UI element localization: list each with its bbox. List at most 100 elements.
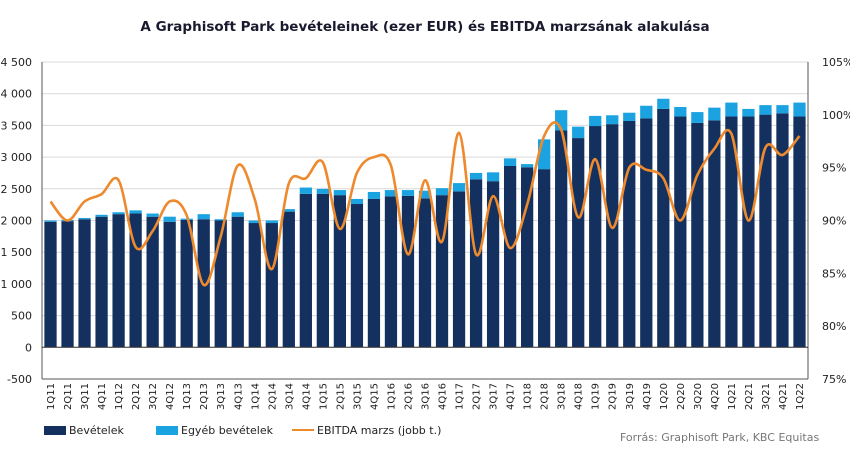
x-tick-label: 4Q14	[301, 383, 312, 410]
x-tick-label: 1Q13	[182, 383, 193, 410]
bar-egyeb-3Q14	[282, 209, 295, 212]
bar-bevetelek-1Q12	[112, 214, 125, 348]
x-tick-label: 1Q11	[46, 383, 57, 410]
y-right-tick-label: 90%	[822, 215, 846, 228]
x-tick-label: 1Q18	[523, 383, 534, 410]
bar-egyeb-4Q13	[231, 212, 244, 217]
x-tick-label: 3Q16	[421, 383, 432, 410]
bar-bevetelek-2Q15	[333, 195, 347, 348]
bar-egyeb-4Q16	[435, 188, 449, 196]
bar-bevetelek-1Q16	[384, 196, 398, 348]
y-left-tick-label: 500	[11, 310, 32, 323]
x-tick-label: 1Q22	[795, 383, 806, 410]
x-tick-label: 1Q17	[455, 383, 466, 410]
x-tick-label: 4Q16	[438, 383, 449, 410]
x-tick-label: 4Q15	[369, 383, 380, 410]
bar-egyeb-2Q20	[674, 107, 687, 117]
bar-bevetelek-1Q17	[452, 191, 466, 348]
legend-swatch-bevetelek	[44, 425, 66, 435]
y-left-tick-label: 2 500	[1, 183, 33, 196]
y-axis-left: -500 0 500 1 000 1 500 2 000 2 500 3 000 3 500 4 …	[1, 56, 33, 386]
bar-bevetelek-3Q20	[691, 122, 704, 348]
bar-egyeb-1Q12	[112, 212, 125, 215]
x-tick-label: 4Q17	[506, 383, 517, 410]
bar-egyeb-1Q22	[793, 102, 806, 117]
bar-egyeb-3Q19	[623, 112, 636, 121]
bar-bevetelek-4Q18	[572, 138, 585, 348]
x-tick-label: 3Q17	[489, 383, 500, 410]
bar-bevetelek-2Q18	[538, 169, 551, 348]
legend-label-bevetelek: Bevételek	[69, 423, 124, 437]
x-tick-label: 3Q19	[625, 383, 636, 410]
x-tick-label: 3Q18	[557, 383, 568, 410]
legend-swatch-ebitda	[292, 429, 314, 431]
x-tick-label: 4Q11	[97, 383, 108, 410]
bar-egyeb-3Q21	[759, 105, 772, 115]
bar-bevetelek-4Q11	[95, 216, 108, 348]
source-note: Forrás: Graphisoft Park, KBC Equitas	[620, 431, 820, 444]
x-tick-label: 2Q13	[199, 383, 210, 410]
bar-bevetelek-1Q19	[589, 126, 602, 348]
x-tick-label: 2Q21	[744, 383, 755, 410]
bar-egyeb-3Q20	[691, 112, 704, 123]
bar-egyeb-4Q11	[95, 214, 108, 217]
x-tick-label: 3Q13	[216, 383, 227, 410]
bar-bevetelek-1Q11	[44, 221, 57, 348]
x-tick-label: 3Q11	[80, 383, 91, 410]
bar-egyeb-4Q12	[163, 216, 176, 222]
bar-egyeb-2Q14	[265, 220, 278, 224]
x-tick-label: 2Q17	[472, 383, 483, 410]
bar-bevetelek-2Q19	[606, 124, 619, 348]
bar-egyeb-1Q17	[452, 183, 466, 192]
y-right-tick-label: 100%	[822, 109, 850, 122]
line-ebitda-marzs	[49, 121, 801, 287]
bar-bevetelek-2Q11	[61, 221, 74, 348]
bar-bevetelek-2Q16	[401, 195, 415, 348]
y-left-tick-label: 2 000	[1, 215, 33, 228]
bar-bevetelek-2Q17	[469, 179, 483, 348]
x-tick-label: 1Q19	[591, 383, 602, 410]
legend-item-ebitda: EBITDA marzs (jobb t.)	[292, 422, 441, 438]
bar-bevetelek-3Q14	[282, 211, 295, 348]
bar-bevetelek-4Q15	[367, 198, 381, 348]
bar-bevetelek-1Q21	[725, 116, 738, 348]
y-left-tick-label: 3 000	[1, 151, 33, 164]
bar-bevetelek-2Q21	[742, 116, 755, 348]
bar-bevetelek-3Q16	[418, 198, 432, 348]
x-tick-label: 4Q19	[642, 383, 653, 410]
bar-egyeb-2Q15	[333, 190, 347, 196]
x-tick-label: 2Q16	[403, 383, 414, 410]
bar-bevetelek-1Q13	[180, 219, 193, 348]
bar-bevetelek-1Q20	[657, 108, 670, 348]
y-left-tick-label: 4 000	[1, 88, 33, 101]
bar-bevetelek-3Q21	[759, 114, 772, 348]
legend-label-egyeb: Egyéb bevételek	[181, 423, 273, 437]
bar-egyeb-4Q14	[299, 187, 312, 194]
x-tick-label: 4Q21	[778, 383, 789, 410]
bar-egyeb-1Q16	[384, 190, 398, 197]
bar-bevetelek-2Q20	[674, 116, 687, 348]
bar-egyeb-4Q17	[503, 158, 517, 166]
x-tick-label: 4Q18	[574, 383, 585, 410]
x-tick-label: 3Q15	[352, 383, 363, 410]
y-right-tick-label: 75%	[822, 373, 846, 386]
bar-egyeb-1Q21	[725, 102, 738, 117]
bar-egyeb-2Q21	[742, 108, 755, 117]
chart-title: A Graphisoft Park bevételeinek (ezer EUR…	[140, 19, 710, 35]
bar-egyeb-1Q11	[44, 220, 57, 222]
bar-bevetelek-4Q12	[163, 221, 176, 348]
bar-bevetelek-1Q15	[316, 193, 329, 348]
legend-label-ebitda: EBITDA marzs (jobb t.)	[317, 423, 442, 437]
bar-bevetelek-3Q19	[623, 120, 636, 348]
bar-egyeb-1Q20	[657, 98, 670, 109]
y-right-tick-label: 80%	[822, 320, 846, 333]
bar-bevetelek-3Q12	[146, 216, 159, 348]
x-tick-label: 1Q12	[114, 383, 125, 410]
x-tick-label: 3Q20	[693, 383, 704, 410]
bar-bevetelek-1Q14	[248, 223, 261, 348]
bar-egyeb-1Q14	[248, 220, 261, 224]
x-tick-label: 1Q21	[727, 383, 738, 410]
x-tick-label: 3Q12	[148, 383, 159, 410]
y-right-tick-label: 95%	[822, 162, 846, 175]
